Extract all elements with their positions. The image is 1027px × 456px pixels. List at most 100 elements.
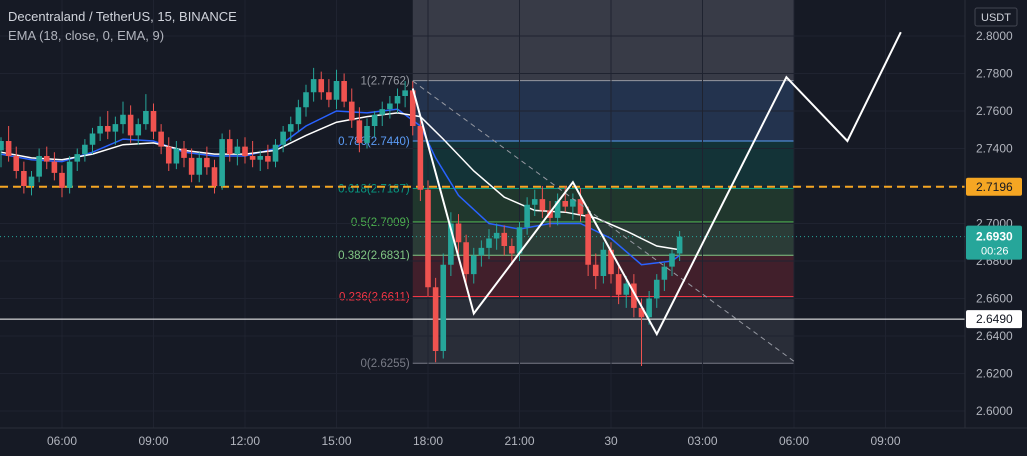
y-tick-label: 2.6400 bbox=[976, 329, 1013, 343]
drawings[interactable] bbox=[411, 31, 902, 362]
x-tick-label: 06:00 bbox=[47, 434, 77, 448]
alert-price-value: 2.7196 bbox=[976, 180, 1013, 194]
candle-body bbox=[646, 298, 652, 318]
candle-body bbox=[295, 107, 302, 125]
fib-level-label: 0.236(2.6611) bbox=[339, 291, 410, 303]
candle-body bbox=[470, 255, 477, 275]
indicator-legend[interactable]: EMA (18, close, 0, EMA, 9) bbox=[8, 28, 165, 43]
line-price-value: 2.6490 bbox=[976, 312, 1013, 326]
candle-body bbox=[493, 232, 500, 239]
candle-body bbox=[287, 124, 294, 132]
candle-body bbox=[341, 81, 347, 102]
candle-body bbox=[89, 133, 96, 145]
current-price-tag bbox=[966, 225, 1022, 260]
symbol-title[interactable]: Decentraland / TetherUS, 15, BINANCE bbox=[8, 9, 237, 24]
candle-body bbox=[196, 157, 203, 175]
fib-zone bbox=[412, 188, 794, 222]
fib-extension-zone bbox=[412, 0, 794, 81]
alert-price-tag bbox=[966, 177, 1022, 196]
candle-body bbox=[333, 81, 340, 100]
x-tick-label: 15:00 bbox=[321, 434, 351, 448]
fib-price: (2.7762) bbox=[367, 76, 410, 88]
candle-body bbox=[143, 111, 149, 125]
fib-ratio: 0.618 bbox=[338, 183, 367, 195]
fib-ratio: 0.5 bbox=[351, 217, 367, 229]
x-tick-label: 30 bbox=[604, 434, 618, 448]
candle-body bbox=[82, 144, 88, 155]
x-tick-label: 18:00 bbox=[413, 434, 443, 448]
x-tick-label: 21:00 bbox=[504, 434, 534, 448]
candle-body bbox=[455, 223, 462, 243]
candle-body bbox=[310, 79, 317, 93]
candle-body bbox=[326, 92, 332, 100]
x-tick-label: 06:00 bbox=[779, 434, 809, 448]
candle-body bbox=[364, 126, 370, 143]
time-axis[interactable]: 06:00 09:00 12:00 15:00 18:00 21:00 30 03:00 06:… bbox=[0, 427, 1027, 448]
fib-level-label: 0.5(2.7009) bbox=[351, 217, 410, 229]
candle-body bbox=[554, 201, 561, 218]
horizontal-lines[interactable] bbox=[0, 185, 965, 320]
y-tick-label: 2.7800 bbox=[976, 67, 1013, 81]
price-tags: 2.7196 2.6930 00:26 2.6490 bbox=[966, 177, 1022, 329]
candle-body bbox=[36, 156, 42, 177]
candle-body bbox=[623, 283, 630, 295]
candle-body bbox=[158, 131, 164, 147]
candle-body bbox=[43, 156, 50, 162]
candle-body bbox=[104, 126, 111, 132]
candle-body bbox=[211, 167, 218, 186]
candle-body bbox=[387, 103, 393, 110]
fib-price: (2.7187) bbox=[367, 183, 410, 195]
fib-ratio: 0.786 bbox=[338, 136, 367, 148]
fib-ratio: 0.236 bbox=[339, 291, 368, 303]
candle-body bbox=[402, 90, 408, 96]
currency-badge[interactable] bbox=[974, 7, 1018, 27]
fib-price: (2.7440) bbox=[367, 136, 410, 148]
candle-body bbox=[653, 279, 660, 299]
candle-body bbox=[615, 274, 622, 295]
candle-body bbox=[188, 157, 195, 175]
candle-countdown: 00:26 bbox=[981, 246, 1009, 258]
projection-path bbox=[411, 31, 902, 337]
candle-body bbox=[226, 139, 233, 155]
fib-ratio: 0 bbox=[361, 358, 367, 370]
y-tick-label: 2.7400 bbox=[976, 142, 1013, 156]
ema-line bbox=[0, 108, 681, 266]
candle-body bbox=[669, 253, 675, 267]
candle-body bbox=[539, 199, 546, 211]
candle-body bbox=[409, 90, 416, 126]
fib-price: (2.6255) bbox=[367, 358, 410, 370]
fib-level-label: 0(2.6255) bbox=[361, 358, 410, 370]
candle-body bbox=[562, 201, 569, 207]
candle-body bbox=[592, 264, 599, 276]
candle-body bbox=[249, 156, 256, 160]
candle-body bbox=[676, 236, 683, 254]
fib-ratio: 0.382 bbox=[338, 250, 367, 262]
candle-body bbox=[448, 223, 454, 265]
candle-body bbox=[51, 161, 58, 173]
candle-body bbox=[531, 199, 538, 205]
candle-body bbox=[661, 266, 668, 280]
candle-body bbox=[13, 156, 20, 171]
candle-body bbox=[112, 124, 119, 132]
y-tick-label: 2.6000 bbox=[976, 404, 1013, 418]
x-tick-label: 09:00 bbox=[138, 434, 168, 448]
candle-body bbox=[257, 156, 264, 160]
candle-body bbox=[379, 109, 386, 115]
candle-body bbox=[173, 148, 180, 164]
candle-body bbox=[318, 79, 325, 93]
candle-body bbox=[0, 141, 4, 151]
candle-body bbox=[59, 172, 65, 188]
y-tick-label: 2.6600 bbox=[976, 292, 1013, 306]
candle-body bbox=[425, 189, 431, 288]
x-tick-label: 09:00 bbox=[870, 434, 900, 448]
candle-body bbox=[356, 120, 363, 143]
candle-body bbox=[501, 232, 508, 246]
candle-body bbox=[181, 148, 187, 158]
candles bbox=[0, 67, 683, 366]
candle-body bbox=[417, 126, 424, 190]
candle-body bbox=[516, 227, 523, 254]
candle-body bbox=[638, 307, 645, 318]
line-price-tag bbox=[966, 310, 1022, 329]
candle-body bbox=[21, 171, 27, 186]
